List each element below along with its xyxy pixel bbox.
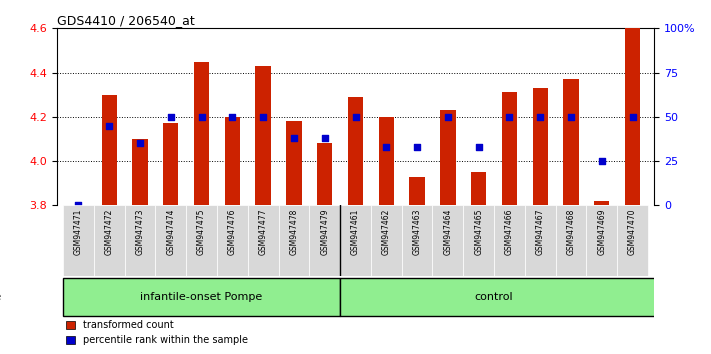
FancyBboxPatch shape — [156, 205, 186, 276]
FancyBboxPatch shape — [279, 205, 309, 276]
Bar — [378, 117, 394, 205]
Text: GSM947478: GSM947478 — [289, 209, 299, 255]
FancyBboxPatch shape — [525, 205, 555, 276]
FancyBboxPatch shape — [186, 205, 217, 276]
Point — [503, 114, 515, 120]
Bar — [287, 121, 301, 205]
Text: GSM947479: GSM947479 — [320, 209, 329, 255]
FancyBboxPatch shape — [309, 205, 340, 276]
Point — [104, 123, 115, 129]
Point — [596, 158, 607, 164]
Text: GSM947465: GSM947465 — [474, 209, 483, 255]
Text: GSM947475: GSM947475 — [197, 209, 206, 255]
FancyBboxPatch shape — [217, 205, 247, 276]
Point — [535, 114, 546, 120]
FancyBboxPatch shape — [94, 205, 124, 276]
Bar — [563, 79, 579, 205]
Point — [227, 114, 238, 120]
Text: GSM947473: GSM947473 — [136, 209, 144, 255]
Text: GSM947471: GSM947471 — [74, 209, 83, 255]
Text: GDS4410 / 206540_at: GDS4410 / 206540_at — [57, 14, 195, 27]
Bar — [194, 62, 209, 205]
Text: GSM947477: GSM947477 — [259, 209, 267, 255]
Text: GSM947470: GSM947470 — [628, 209, 637, 255]
Point — [257, 114, 269, 120]
FancyBboxPatch shape — [432, 205, 464, 276]
Bar — [132, 139, 148, 205]
Text: GSM947461: GSM947461 — [351, 209, 360, 255]
Bar — [225, 117, 240, 205]
Bar — [533, 88, 548, 205]
Point — [134, 141, 146, 146]
Bar — [440, 110, 456, 205]
Bar — [410, 177, 424, 205]
Point — [412, 144, 423, 150]
FancyBboxPatch shape — [124, 205, 156, 276]
FancyBboxPatch shape — [340, 205, 371, 276]
Bar — [502, 92, 517, 205]
FancyBboxPatch shape — [494, 205, 525, 276]
Point — [380, 144, 392, 150]
Text: GSM947472: GSM947472 — [105, 209, 114, 255]
Point — [473, 144, 484, 150]
Legend: transformed count, percentile rank within the sample: transformed count, percentile rank withi… — [62, 316, 252, 349]
Point — [288, 135, 299, 141]
Point — [350, 114, 361, 120]
Text: GSM947476: GSM947476 — [228, 209, 237, 255]
FancyBboxPatch shape — [464, 205, 494, 276]
Text: disease state: disease state — [0, 292, 1, 302]
FancyBboxPatch shape — [340, 278, 657, 316]
Point — [165, 114, 176, 120]
Text: GSM947469: GSM947469 — [597, 209, 606, 255]
FancyBboxPatch shape — [587, 205, 617, 276]
Point — [196, 114, 208, 120]
Text: GSM947467: GSM947467 — [535, 209, 545, 255]
FancyBboxPatch shape — [63, 205, 94, 276]
Text: GSM947468: GSM947468 — [567, 209, 575, 255]
Point — [319, 135, 331, 141]
Bar — [625, 17, 641, 205]
Point — [565, 114, 577, 120]
Bar — [255, 66, 271, 205]
Bar — [594, 201, 609, 205]
Text: GSM947464: GSM947464 — [444, 209, 452, 255]
Text: GSM947466: GSM947466 — [505, 209, 514, 255]
Text: control: control — [475, 292, 513, 302]
Point — [627, 114, 638, 120]
Text: GSM947463: GSM947463 — [412, 209, 422, 255]
Bar — [348, 97, 363, 205]
Bar — [471, 172, 486, 205]
Text: GSM947474: GSM947474 — [166, 209, 176, 255]
Point — [442, 114, 454, 120]
Text: infantile-onset Pompe: infantile-onset Pompe — [141, 292, 262, 302]
FancyBboxPatch shape — [63, 278, 340, 316]
Point — [73, 202, 84, 208]
Bar — [102, 95, 117, 205]
FancyBboxPatch shape — [371, 205, 402, 276]
Bar — [317, 143, 333, 205]
FancyBboxPatch shape — [247, 205, 279, 276]
Text: GSM947462: GSM947462 — [382, 209, 391, 255]
Bar — [163, 124, 178, 205]
FancyBboxPatch shape — [617, 205, 648, 276]
FancyBboxPatch shape — [555, 205, 587, 276]
FancyBboxPatch shape — [402, 205, 432, 276]
